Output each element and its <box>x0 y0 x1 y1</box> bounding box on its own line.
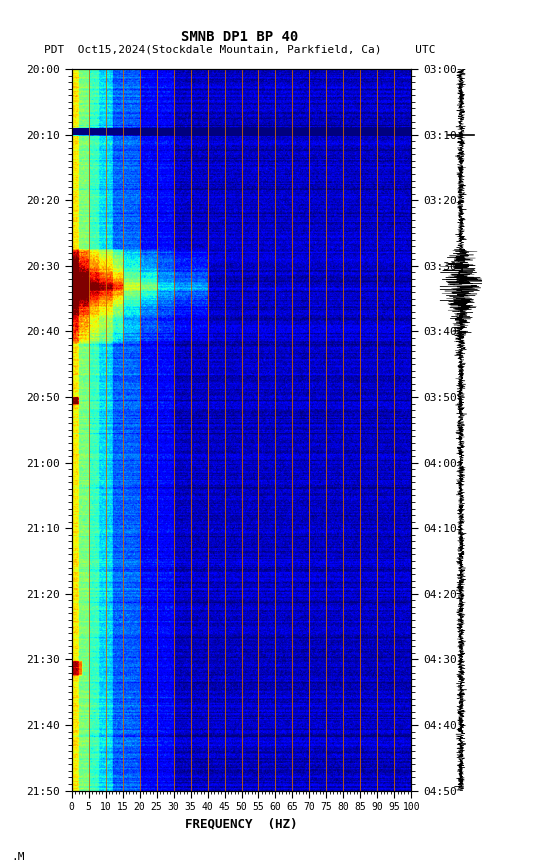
Text: PDT  Oct15,2024(Stockdale Mountain, Parkfield, Ca)     UTC: PDT Oct15,2024(Stockdale Mountain, Parkf… <box>44 45 436 55</box>
Text: .M: .M <box>11 852 24 861</box>
X-axis label: FREQUENCY  (HZ): FREQUENCY (HZ) <box>185 818 298 831</box>
Text: SMNB DP1 BP 40: SMNB DP1 BP 40 <box>182 30 299 44</box>
